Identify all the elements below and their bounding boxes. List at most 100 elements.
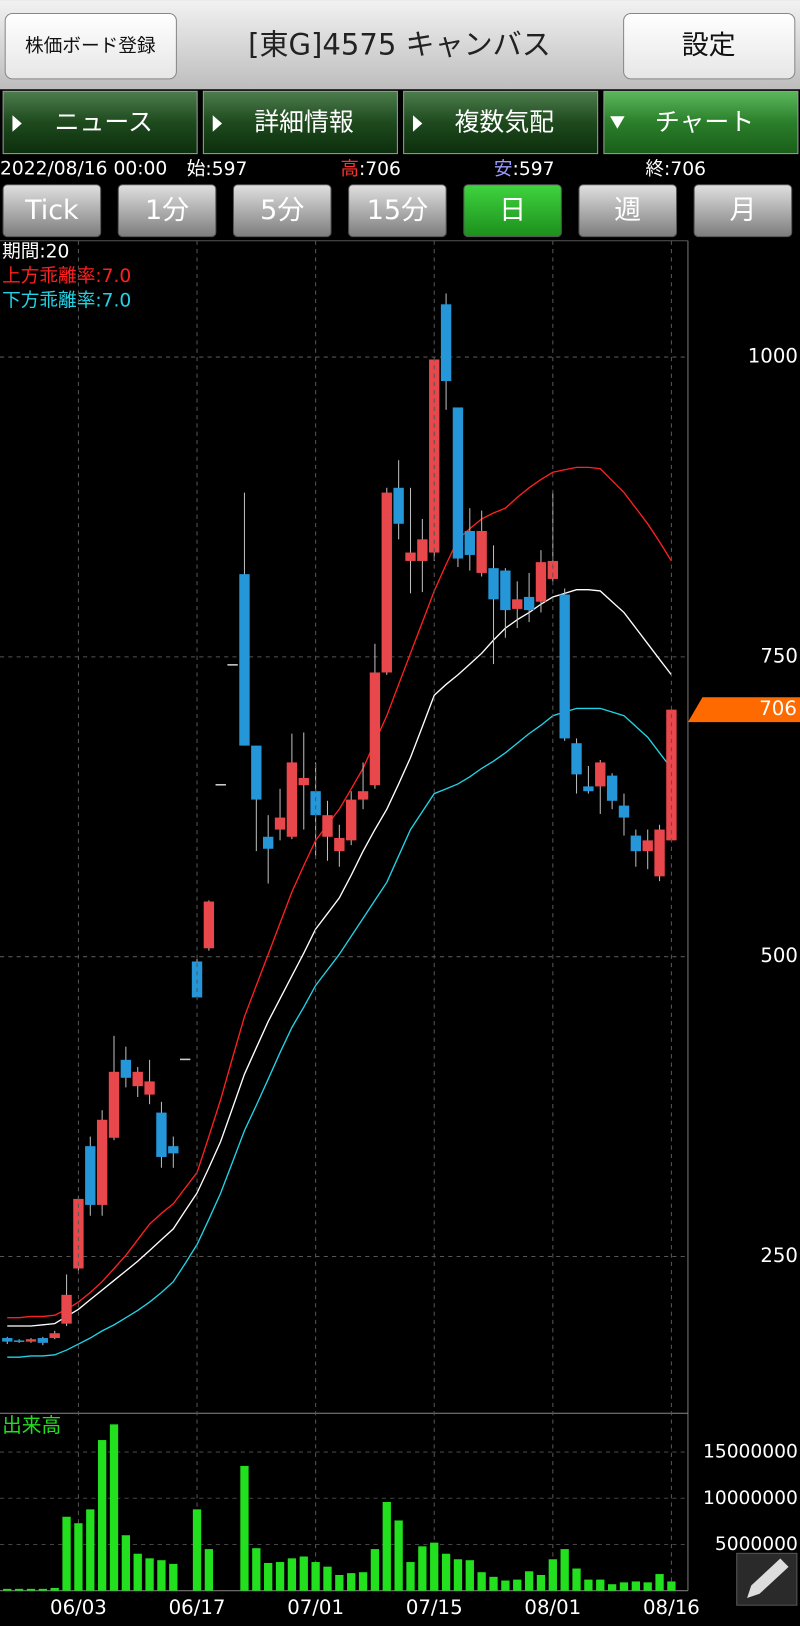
tab-arrow[interactable]	[412, 115, 423, 132]
y-tick-label: 5000000	[715, 1534, 798, 1555]
register-button[interactable]	[4, 12, 177, 80]
period-label[interactable]: 週	[614, 195, 641, 226]
candle-body	[559, 594, 570, 739]
volume-bar	[157, 1560, 166, 1591]
volume-bar	[441, 1553, 451, 1591]
candle-body	[393, 487, 404, 524]
volume-bar	[584, 1579, 593, 1591]
tab[interactable]	[603, 90, 799, 155]
tab-arrow[interactable]	[610, 116, 625, 129]
settings-button[interactable]	[623, 12, 796, 80]
volume-bar	[477, 1572, 486, 1591]
legend-entry: 上方乖離率:7.0	[2, 266, 131, 287]
period-button[interactable]	[2, 184, 102, 238]
period-label[interactable]: 月	[729, 195, 756, 226]
volume-bar	[26, 1588, 36, 1591]
candle-body	[357, 791, 369, 800]
candle-body	[251, 745, 262, 800]
quote-label: 安	[494, 159, 513, 180]
quote-item: 高:706	[340, 159, 401, 180]
tab[interactable]	[403, 90, 599, 155]
edit-pencil-button[interactable]	[736, 1552, 798, 1606]
candle-body	[547, 560, 559, 579]
tab-arrow[interactable]	[212, 115, 223, 132]
volume-title: 出来高	[2, 1414, 61, 1437]
quote-item: 始:597	[187, 159, 248, 180]
period-label[interactable]: 日	[499, 195, 526, 226]
y-tick-label: 15000000	[703, 1442, 798, 1463]
volume-bar	[14, 1588, 24, 1591]
candle-body	[262, 836, 274, 849]
volume-bar	[109, 1424, 119, 1591]
volume-bar	[323, 1566, 332, 1591]
tab-label[interactable]: 詳細情報	[254, 108, 354, 137]
y-tick-label: 500	[760, 944, 798, 967]
candle-body	[630, 835, 642, 852]
volume-bar	[62, 1516, 71, 1591]
pencil-icon[interactable]	[747, 1558, 789, 1598]
register-button-label[interactable]: 株価ボード登録	[25, 36, 156, 57]
volume-bar	[631, 1581, 640, 1591]
quote-value: :706	[359, 159, 401, 180]
volume-bar	[667, 1581, 676, 1591]
tab-label[interactable]: 複数気配	[454, 108, 554, 137]
candle-body	[2, 1338, 13, 1342]
candle-body	[440, 304, 452, 382]
volume-bar	[501, 1580, 510, 1591]
period-label[interactable]: 15分	[367, 195, 428, 226]
tab[interactable]	[2, 90, 198, 155]
candle-body	[274, 817, 286, 830]
settings-button-label[interactable]: 設定	[682, 30, 736, 61]
volume-bar	[655, 1574, 664, 1591]
period-button[interactable]	[693, 184, 793, 238]
volume-bar	[394, 1520, 403, 1591]
volume-bar	[204, 1549, 214, 1591]
volume-bar	[548, 1559, 557, 1591]
period-button[interactable]	[348, 184, 447, 238]
tab[interactable]	[202, 90, 398, 155]
candle-body	[298, 778, 309, 786]
candle-body	[535, 562, 547, 602]
tab-label[interactable]: ニュース	[55, 108, 153, 137]
quote-label: 終	[645, 159, 664, 180]
y-tick-label: 1000	[748, 345, 798, 368]
quote-value: :597	[513, 159, 555, 180]
candle-body	[429, 359, 440, 553]
candle-body	[583, 786, 594, 792]
candle-body	[452, 407, 464, 559]
tab-label[interactable]: チャート	[655, 108, 754, 137]
x-tick-label: 08/01	[524, 1596, 581, 1619]
volume-bar	[38, 1588, 47, 1591]
volume-bar	[287, 1558, 297, 1591]
volume-bar	[275, 1562, 285, 1591]
volume-bar	[121, 1535, 131, 1591]
y-tick-label: 750	[760, 644, 798, 667]
period-button[interactable]	[117, 184, 217, 238]
volume-bar	[524, 1571, 534, 1591]
period-label[interactable]: 5分	[260, 195, 304, 226]
quote-item: 安:597	[494, 159, 555, 180]
candle-body	[49, 1333, 60, 1339]
volume-bar	[86, 1509, 95, 1591]
candle-body	[215, 783, 226, 786]
candle-body	[179, 1058, 191, 1061]
period-button[interactable]	[578, 184, 678, 238]
candle-body	[334, 837, 345, 852]
candle-body	[322, 815, 333, 837]
period-button[interactable]	[232, 184, 332, 238]
candle-body	[512, 599, 523, 609]
volume-bar	[465, 1560, 474, 1591]
tab-arrow[interactable]	[12, 115, 22, 132]
volume-bar	[382, 1501, 391, 1591]
volume-bar	[619, 1582, 629, 1591]
volume-bar	[513, 1579, 522, 1591]
period-label[interactable]: 1分	[145, 195, 189, 226]
period-label[interactable]: Tick	[24, 195, 79, 226]
quote-label: 始	[187, 159, 206, 180]
candle-body	[523, 596, 535, 611]
period-button[interactable]	[463, 184, 562, 238]
quote-item: 終:706	[645, 159, 706, 180]
